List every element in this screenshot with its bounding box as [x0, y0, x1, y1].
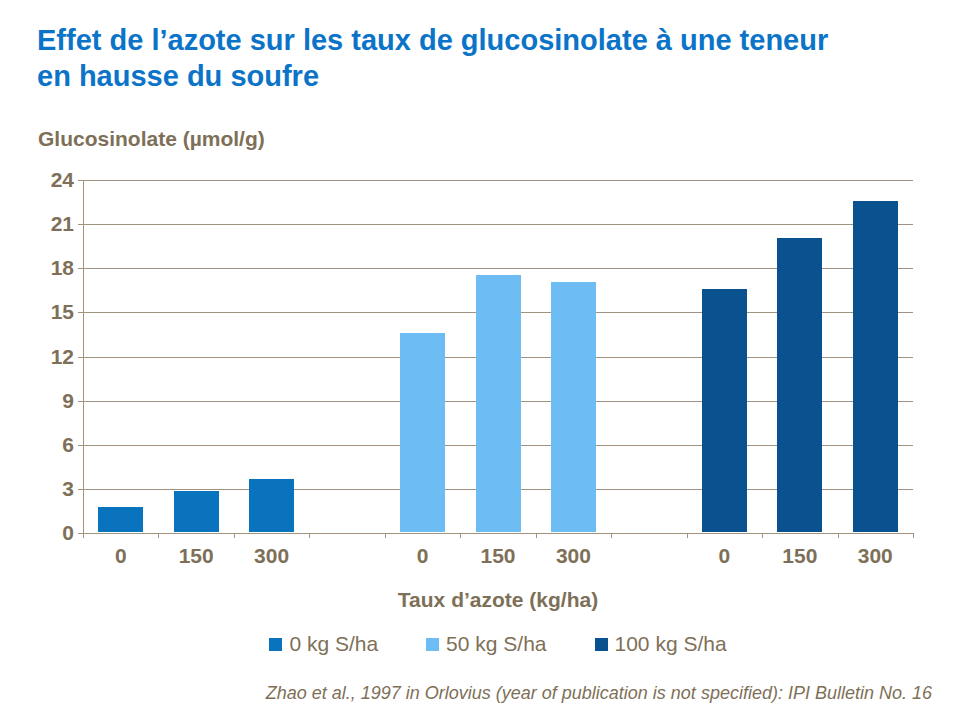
y-tick-label-12: 12 — [30, 346, 74, 368]
gridline-y-0 — [78, 533, 913, 534]
y-tick-label-6: 6 — [30, 434, 74, 456]
source-citation: Zhao et al., 1997 in Orlovius (year of p… — [32, 683, 932, 704]
bar-0-kg-s-ha-n150 — [174, 491, 219, 532]
x-axis-title: Taux d’azote (kg/ha) — [83, 588, 913, 612]
chart-title-line2: en hausse du soufre — [37, 60, 319, 92]
gridline-y-24 — [78, 180, 913, 181]
y-axis-line — [83, 180, 84, 538]
x-axis-tick — [385, 533, 386, 538]
legend-item-0-kg-s-ha: 0 kg S/ha — [269, 632, 378, 656]
legend-color-swatch — [269, 638, 282, 651]
bar-50-kg-s-ha-n300 — [551, 282, 596, 532]
legend-color-swatch — [426, 638, 439, 651]
legend-label: 0 kg S/ha — [289, 632, 378, 656]
x-axis-tick — [838, 533, 839, 538]
slide: Effet de l’azote sur les taux de glucosi… — [0, 0, 960, 720]
bar-100-kg-s-ha-n300 — [853, 201, 898, 532]
bar-100-kg-s-ha-n150 — [777, 238, 822, 532]
x-axis-tick — [460, 533, 461, 538]
x-axis-tick — [158, 533, 159, 538]
x-axis-tick — [536, 533, 537, 538]
x-axis-tick — [83, 533, 84, 538]
legend-item-100-kg-s-ha: 100 kg S/ha — [595, 632, 727, 656]
bar-0-kg-s-ha-n300 — [249, 479, 294, 532]
y-tick-label-18: 18 — [30, 257, 74, 279]
x-axis-tick — [611, 533, 612, 538]
x-tick-label-group3-0: 0 — [689, 544, 759, 568]
y-axis-title: Glucosinolate (µmol/g) — [38, 127, 265, 151]
bar-50-kg-s-ha-n0 — [400, 333, 445, 532]
x-tick-label-group3-150: 150 — [765, 544, 835, 568]
gridline-y-21 — [78, 224, 913, 225]
bar-0-kg-s-ha-n0 — [98, 507, 143, 532]
legend-label: 50 kg S/ha — [446, 632, 546, 656]
y-tick-label-0: 0 — [30, 522, 74, 544]
y-tick-label-24: 24 — [30, 169, 74, 191]
y-tick-label-21: 21 — [30, 213, 74, 235]
x-axis-tick — [234, 533, 235, 538]
bar-50-kg-s-ha-n150 — [476, 275, 521, 532]
x-tick-label-group3-300: 300 — [840, 544, 910, 568]
y-tick-label-9: 9 — [30, 390, 74, 412]
x-tick-label-group1-300: 300 — [237, 544, 307, 568]
legend-label: 100 kg S/ha — [615, 632, 727, 656]
y-tick-label-3: 3 — [30, 478, 74, 500]
x-tick-label-group2-0: 0 — [388, 544, 458, 568]
legend-item-50-kg-s-ha: 50 kg S/ha — [426, 632, 546, 656]
x-tick-label-group2-300: 300 — [538, 544, 608, 568]
chart-title-line1: Effet de l’azote sur les taux de glucosi… — [37, 24, 828, 56]
chart-title: Effet de l’azote sur les taux de glucosi… — [37, 22, 937, 94]
x-tick-label-group1-150: 150 — [161, 544, 231, 568]
legend: 0 kg S/ha 50 kg S/ha 100 kg S/ha — [83, 632, 913, 656]
legend-color-swatch — [595, 638, 608, 651]
x-tick-label-group2-150: 150 — [463, 544, 533, 568]
x-axis-tick — [913, 533, 914, 538]
x-tick-label-group1-0: 0 — [86, 544, 156, 568]
y-tick-label-15: 15 — [30, 301, 74, 323]
x-axis-tick — [687, 533, 688, 538]
x-axis-tick — [309, 533, 310, 538]
x-axis-tick — [762, 533, 763, 538]
plot-area: 03691215182124015030001503000150300 — [83, 180, 913, 533]
bar-100-kg-s-ha-n0 — [702, 289, 747, 532]
